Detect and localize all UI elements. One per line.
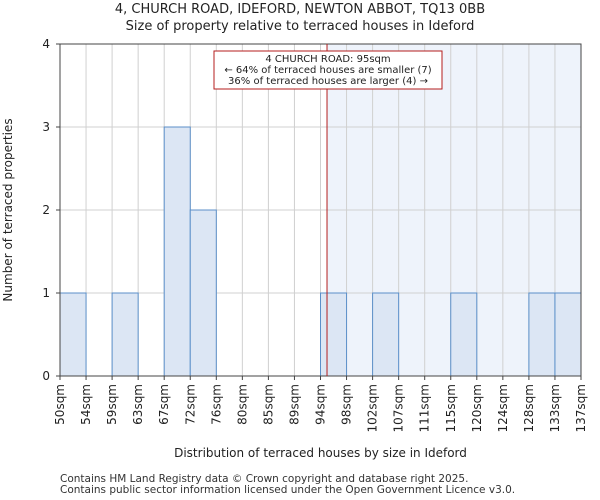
x-tick-label: 107sqm bbox=[392, 384, 406, 432]
bar-67sqm bbox=[163, 126, 191, 377]
x-tick-label: 120sqm bbox=[470, 384, 484, 432]
bar-72sqm bbox=[189, 209, 217, 377]
y-axis-label: Number of terraced properties bbox=[1, 118, 15, 301]
y-tick-label: 4 bbox=[42, 37, 50, 51]
bar-128sqm bbox=[528, 292, 556, 377]
x-tick-label: 137sqm bbox=[574, 384, 588, 432]
x-tick-label: 89sqm bbox=[287, 384, 301, 425]
x-tick-label: 133sqm bbox=[548, 384, 562, 432]
chart-title: 4, CHURCH ROAD, IDEFORD, NEWTON ABBOT, T… bbox=[114, 2, 486, 17]
chart-subtitle: Size of property relative to terraced ho… bbox=[125, 19, 475, 34]
footer-copyright: Contains HM Land Registry data © Crown c… bbox=[60, 473, 469, 485]
x-tick-label: 50sqm bbox=[53, 384, 67, 425]
x-tick-label: 128sqm bbox=[522, 384, 536, 432]
bars bbox=[59, 126, 582, 377]
bar-133sqm bbox=[554, 292, 582, 377]
x-tick-label: 76sqm bbox=[209, 384, 223, 425]
x-tick-label: 111sqm bbox=[418, 384, 432, 432]
annotation-line-2: ← 64% of terraced houses are smaller (7) bbox=[224, 65, 431, 76]
y-tick-label: 3 bbox=[42, 120, 50, 134]
x-tick-label: 124sqm bbox=[496, 384, 510, 432]
annotation-line-3: 36% of terraced houses are larger (4) → bbox=[228, 76, 428, 87]
x-tick-label: 72sqm bbox=[183, 384, 197, 425]
x-tick-label: 59sqm bbox=[105, 384, 119, 425]
x-axis-ticks: 50sqm 54sqm 59sqm 63sqm 67sqm 72sqm 76sqm 80sqm… bbox=[53, 376, 588, 432]
bar-115sqm bbox=[450, 292, 478, 377]
x-tick-label: 98sqm bbox=[340, 384, 354, 425]
bar-102sqm bbox=[372, 292, 400, 377]
x-tick-label: 102sqm bbox=[366, 384, 380, 432]
footer-licence: Contains public sector information licen… bbox=[60, 484, 516, 496]
x-tick-label: 54sqm bbox=[79, 384, 93, 425]
y-tick-label: 0 bbox=[42, 369, 50, 383]
plot-frame bbox=[59, 43, 582, 377]
bar-50sqm bbox=[59, 292, 87, 377]
x-tick-label: 115sqm bbox=[444, 384, 458, 432]
x-axis-label: Distribution of terraced houses by size … bbox=[174, 446, 467, 460]
y-tick-label: 1 bbox=[42, 286, 50, 300]
x-tick-label: 63sqm bbox=[131, 384, 145, 425]
bar-94sqm bbox=[320, 292, 348, 377]
x-tick-label: 67sqm bbox=[157, 384, 171, 425]
annotation-box: 4 CHURCH ROAD: 95sqm ← 64% of terraced h… bbox=[213, 50, 443, 90]
y-axis-ticks: 0 1 2 3 4 bbox=[42, 37, 60, 383]
y-tick-label: 2 bbox=[42, 203, 50, 217]
x-tick-label: 94sqm bbox=[314, 384, 328, 425]
x-tick-label: 80sqm bbox=[235, 384, 249, 425]
x-tick-label: 85sqm bbox=[261, 384, 275, 425]
bar-59sqm bbox=[111, 292, 139, 377]
annotation-line-1: 4 CHURCH ROAD: 95sqm bbox=[265, 54, 390, 65]
